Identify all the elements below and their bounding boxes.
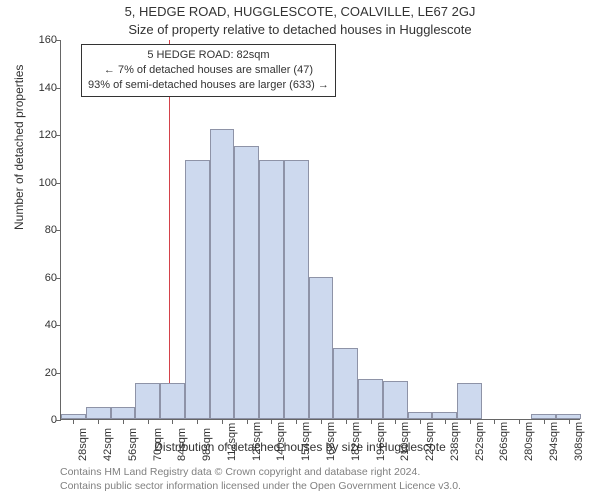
x-tick-mark — [544, 419, 545, 424]
attribution: Contains HM Land Registry data © Crown c… — [60, 466, 461, 493]
x-tick-mark — [271, 419, 272, 424]
histogram-bar — [333, 348, 358, 419]
attribution-line2: Contains public sector information licen… — [60, 480, 461, 494]
histogram-bar — [284, 160, 309, 419]
y-tick-label: 20 — [23, 367, 57, 379]
x-tick-mark — [420, 419, 421, 424]
histogram-bar — [432, 412, 457, 419]
y-tick-label: 140 — [23, 82, 57, 94]
x-tick-mark — [494, 419, 495, 424]
x-tick-mark — [197, 419, 198, 424]
y-tick-label: 160 — [23, 34, 57, 46]
x-tick-mark — [247, 419, 248, 424]
histogram-bar — [259, 160, 284, 419]
histogram-bar — [135, 383, 160, 419]
histogram-bar — [210, 129, 235, 419]
y-tick-mark — [56, 420, 61, 421]
x-tick-mark — [222, 419, 223, 424]
histogram-bar — [309, 277, 334, 420]
y-tick-mark — [56, 373, 61, 374]
plot-area: 5 HEDGE ROAD: 82sqm ← 7% of detached hou… — [60, 40, 580, 420]
y-tick-mark — [56, 135, 61, 136]
x-tick-mark — [148, 419, 149, 424]
y-tick-mark — [56, 88, 61, 89]
info-box-line1: 5 HEDGE ROAD: 82sqm — [88, 48, 329, 63]
x-tick-mark — [321, 419, 322, 424]
y-tick-mark — [56, 183, 61, 184]
histogram-bar — [383, 381, 408, 419]
attribution-line1: Contains HM Land Registry data © Crown c… — [60, 466, 461, 480]
x-tick-mark — [470, 419, 471, 424]
x-tick-mark — [123, 419, 124, 424]
histogram-bar — [111, 407, 136, 419]
x-tick-mark — [395, 419, 396, 424]
x-axis-title: Distribution of detached houses by size … — [0, 440, 600, 454]
y-tick-label: 100 — [23, 177, 57, 189]
x-tick-mark — [98, 419, 99, 424]
y-tick-label: 40 — [23, 319, 57, 331]
histogram-bar — [358, 379, 383, 419]
y-tick-mark — [56, 325, 61, 326]
x-tick-mark — [172, 419, 173, 424]
x-tick-mark — [371, 419, 372, 424]
histogram-bar — [86, 407, 111, 419]
x-tick-mark — [445, 419, 446, 424]
y-tick-label: 0 — [23, 414, 57, 426]
x-tick-mark — [296, 419, 297, 424]
histogram-bar — [457, 383, 482, 419]
histogram-bar — [234, 146, 259, 419]
x-tick-mark — [519, 419, 520, 424]
x-tick-mark — [346, 419, 347, 424]
y-tick-label: 80 — [23, 224, 57, 236]
histogram-bar — [160, 383, 185, 419]
chart-title: 5, HEDGE ROAD, HUGGLESCOTE, COALVILLE, L… — [0, 4, 600, 19]
chart-subtitle: Size of property relative to detached ho… — [0, 22, 600, 37]
marker-line — [169, 40, 170, 419]
y-tick-mark — [56, 40, 61, 41]
chart-container: { "title": "5, HEDGE ROAD, HUGGLESCOTE, … — [0, 0, 600, 500]
histogram-bar — [185, 160, 210, 419]
y-tick-label: 120 — [23, 129, 57, 141]
histogram-bar — [408, 412, 433, 419]
info-box-line2: ← 7% of detached houses are smaller (47) — [88, 63, 329, 78]
y-tick-mark — [56, 278, 61, 279]
info-box-line3: 93% of semi-detached houses are larger (… — [88, 78, 329, 93]
info-box: 5 HEDGE ROAD: 82sqm ← 7% of detached hou… — [81, 44, 336, 97]
y-tick-mark — [56, 230, 61, 231]
x-tick-mark — [73, 419, 74, 424]
y-tick-label: 60 — [23, 272, 57, 284]
x-tick-mark — [569, 419, 570, 424]
